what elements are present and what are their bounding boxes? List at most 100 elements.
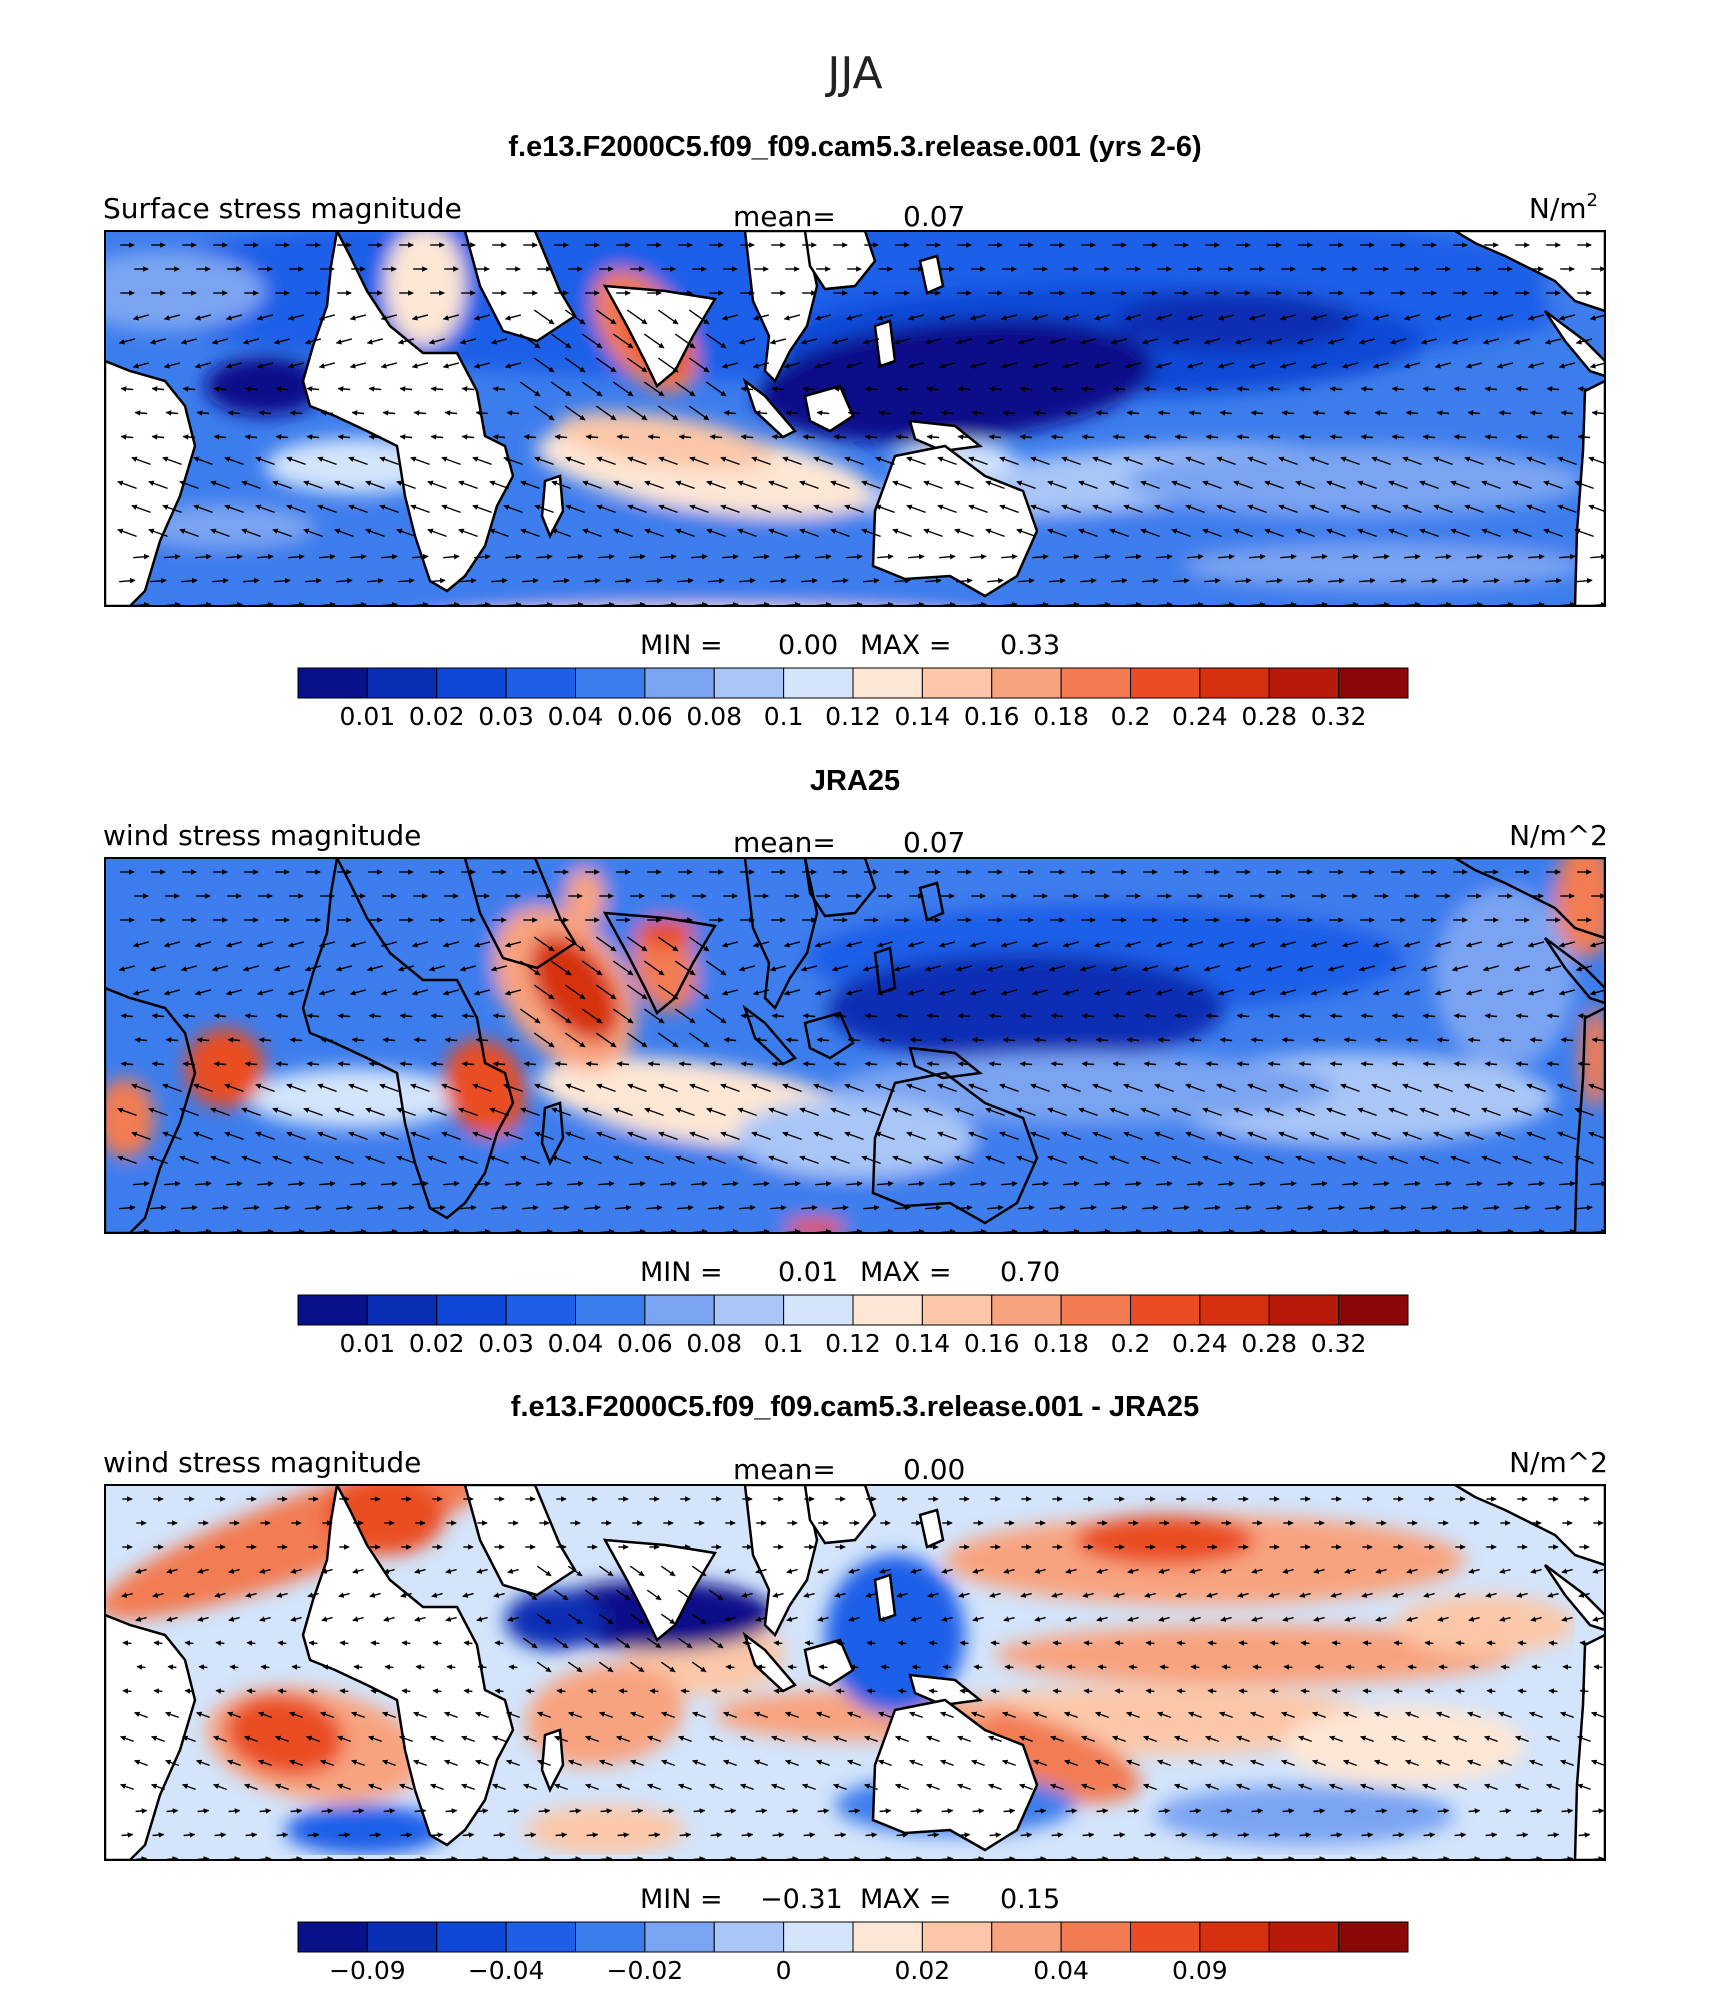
- wind-vector: [785, 1037, 799, 1043]
- field-patch: [105, 1128, 1605, 1233]
- wind-vector: [415, 1664, 425, 1670]
- wind-vector: [1033, 410, 1047, 416]
- wind-vector: [1126, 1037, 1140, 1043]
- wind-vector: [1589, 314, 1605, 321]
- wind-vector: [368, 386, 382, 392]
- wind-vector: [1237, 1832, 1250, 1838]
- wind-vector: [182, 386, 196, 392]
- wind-vector: [911, 1664, 921, 1670]
- wind-vector: [1467, 1037, 1481, 1043]
- wind-vector: [256, 941, 274, 948]
- wind-vector: [846, 553, 863, 560]
- wind-vector: [1218, 553, 1235, 560]
- wind-vector: [503, 456, 523, 466]
- wind-vector: [369, 1832, 382, 1838]
- colorbar-swatch: [1199, 667, 1270, 699]
- wind-vector: [1109, 480, 1129, 490]
- wind-vector: [969, 941, 987, 948]
- wind-vector: [782, 504, 802, 514]
- wind-vector: [444, 1037, 458, 1043]
- wind-vector: [1512, 528, 1532, 538]
- wind-vector: [830, 528, 850, 538]
- max-label: MAX =: [860, 1257, 951, 1288]
- colorbar-tick-label: 0.02: [895, 1956, 951, 1985]
- wind-vector: [688, 405, 710, 421]
- wind-vector: [1174, 434, 1188, 440]
- wind-vector: [1406, 1808, 1419, 1814]
- wind-vector: [1000, 941, 1018, 948]
- colorbar-tick-label: 0.06: [617, 1329, 673, 1358]
- wind-vector: [382, 410, 396, 416]
- wind-vector: [462, 1832, 475, 1838]
- wind-vector: [768, 528, 788, 538]
- wind-vector: [1420, 338, 1438, 345]
- wind-vector: [954, 480, 974, 490]
- wind-vector: [565, 504, 585, 514]
- wind-vector: [1111, 577, 1128, 584]
- wind-vector: [368, 1013, 382, 1019]
- wind-vector: [1362, 1640, 1372, 1646]
- wind-vector: [1248, 941, 1266, 948]
- wind-vector: [1032, 553, 1049, 560]
- mean-value: 0.00: [903, 1453, 965, 1486]
- wind-vector: [1422, 1061, 1436, 1067]
- wind-vector: [1589, 362, 1605, 369]
- colorbar-swatch: [1268, 1921, 1340, 1953]
- wind-vector: [581, 381, 603, 397]
- colorbar-swatch: [713, 667, 785, 699]
- colorbar-tick-label: 0.28: [1241, 702, 1297, 731]
- wind-vector: [1433, 504, 1453, 514]
- wind-vector: [396, 480, 416, 490]
- wind-vector: [861, 480, 881, 490]
- wind-vector: [970, 553, 987, 560]
- wind-vector: [832, 577, 849, 584]
- wind-vector: [1526, 456, 1546, 466]
- wind-vector: [504, 362, 522, 369]
- wind-vector: [1082, 1832, 1095, 1838]
- max-value: 0.33: [1000, 630, 1060, 661]
- colorbar-tick-label: 0.03: [478, 702, 534, 731]
- wind-vector: [430, 386, 444, 392]
- panel-left-label: wind stress magnitude: [103, 819, 421, 852]
- wind-vector: [151, 386, 165, 392]
- wind-vector: [1543, 480, 1563, 490]
- wind-vector: [243, 577, 260, 584]
- wind-vector: [1515, 386, 1529, 392]
- wind-vector: [1310, 941, 1328, 948]
- wind-vector: [783, 362, 801, 369]
- wind-vector: [627, 456, 647, 466]
- wind-vector: [1579, 1640, 1589, 1646]
- wind-vector: [613, 528, 633, 538]
- season-title: JJA: [824, 48, 882, 99]
- wind-vector: [892, 528, 912, 538]
- wind-vector: [895, 386, 909, 392]
- wind-vector: [1050, 434, 1064, 440]
- wind-vector: [366, 338, 384, 345]
- wind-vector: [1250, 410, 1264, 416]
- wind-vector: [244, 1013, 258, 1019]
- wind-vector: [1453, 1061, 1467, 1067]
- wind-vector: [213, 434, 227, 440]
- wind-vector: [244, 386, 258, 392]
- wind-vector: [1526, 504, 1546, 514]
- wind-vector: [1312, 1037, 1326, 1043]
- wind-vector: [862, 338, 880, 345]
- wind-vector: [799, 528, 819, 538]
- wind-vector: [567, 553, 584, 560]
- wind-vector: [1327, 338, 1345, 345]
- wind-vector: [1143, 386, 1157, 392]
- wind-vector: [473, 362, 491, 369]
- wind-vector: [926, 386, 940, 392]
- wind-vector: [1464, 504, 1484, 514]
- wind-vector: [162, 456, 182, 466]
- wind-vector: [1517, 1640, 1527, 1646]
- wind-vector: [399, 1013, 413, 1019]
- wind-vector: [1175, 1832, 1188, 1838]
- wind-vector: [879, 1808, 892, 1814]
- min-value: −0.31: [760, 1884, 843, 1915]
- field-patch: [825, 953, 1225, 1063]
- wind-vector: [1145, 1688, 1155, 1694]
- wind-vector: [565, 456, 585, 466]
- wind-vector: [553, 577, 570, 584]
- wind-vector: [196, 410, 210, 416]
